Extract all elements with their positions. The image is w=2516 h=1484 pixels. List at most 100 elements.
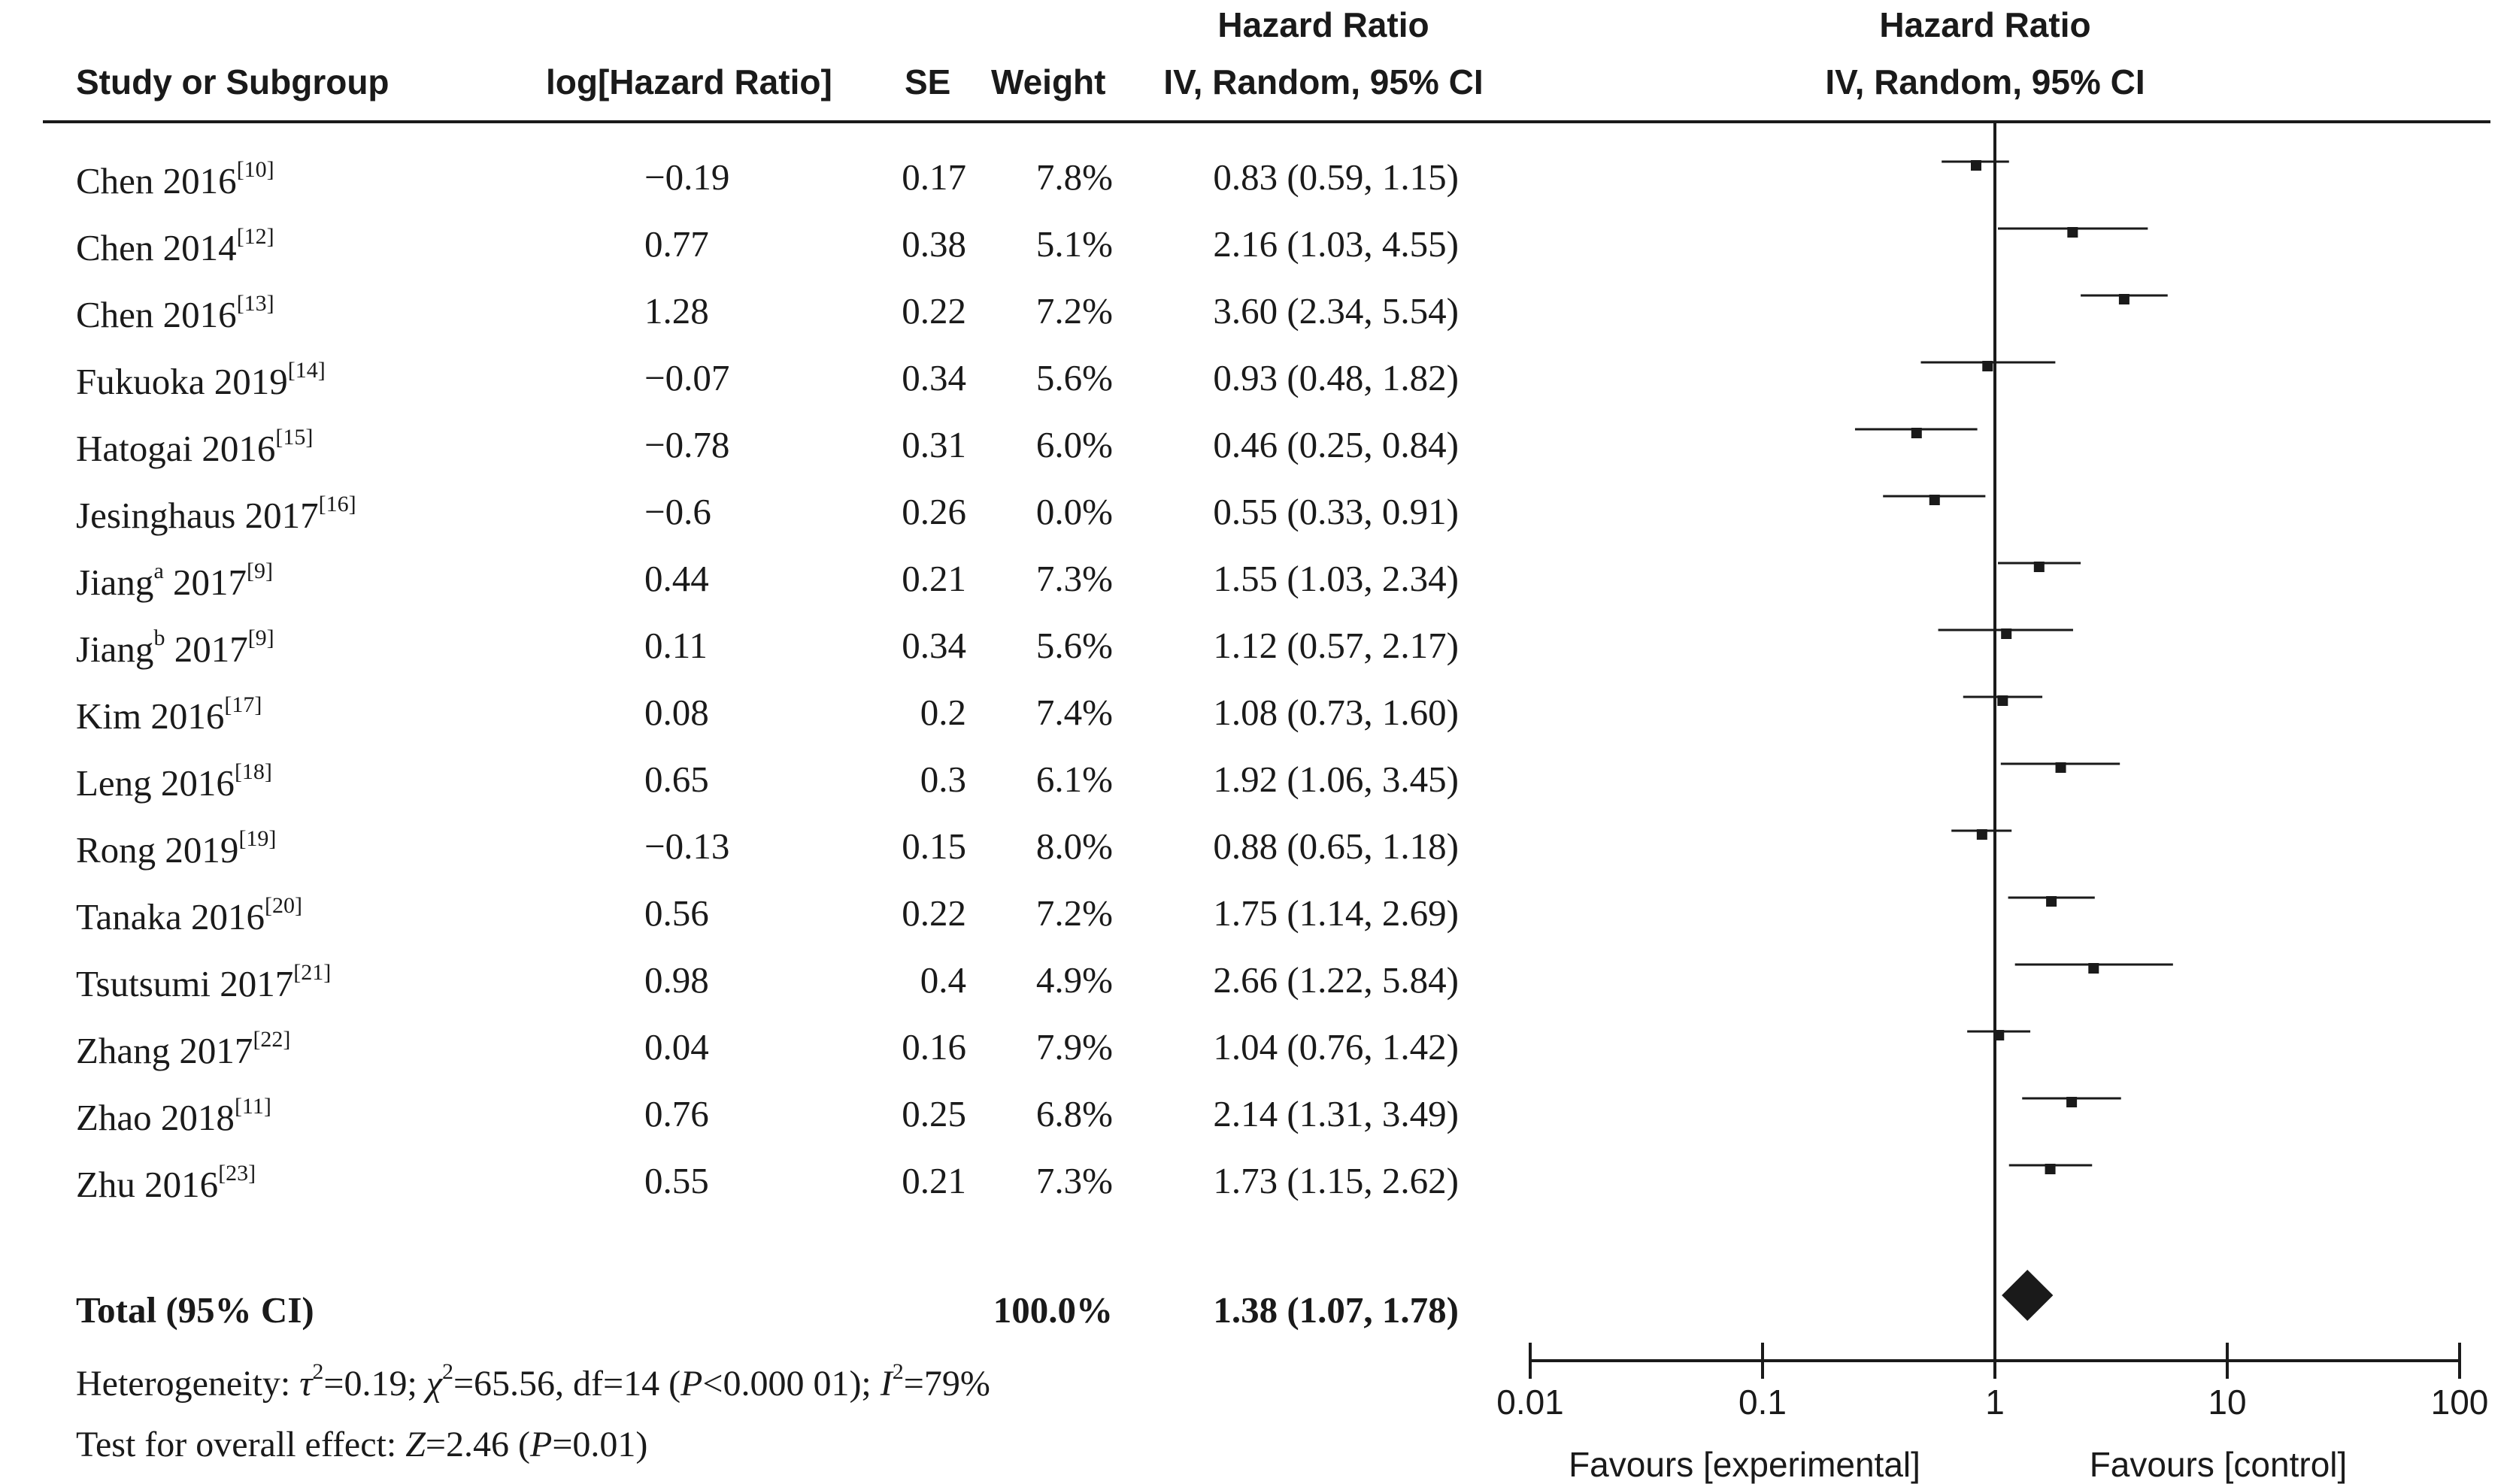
study-loghr: 0.65 <box>644 759 709 800</box>
study-loghr: 0.44 <box>644 558 709 599</box>
point-marker <box>2067 227 2078 238</box>
study-se: 0.22 <box>902 892 966 934</box>
study-name: Fukuoka 2019[14] <box>76 358 326 402</box>
study-weight: 7.4% <box>1035 692 1113 733</box>
study-loghr: 1.28 <box>644 290 709 332</box>
study-ci: 1.92 (1.06, 3.45) <box>1213 759 1459 800</box>
study-name: Jesinghaus 2017[16] <box>76 492 356 536</box>
header-study: Study or Subgroup <box>76 62 390 101</box>
study-weight: 7.3% <box>1035 558 1113 599</box>
point-marker <box>2046 896 2057 907</box>
study-se: 0.34 <box>902 357 966 398</box>
axis-tick-label: 10 <box>2208 1383 2247 1422</box>
study-ci: 1.12 (0.57, 2.17) <box>1213 625 1459 666</box>
study-name: Rong 2019[19] <box>76 826 277 871</box>
header-loghr: log[Hazard Ratio] <box>546 62 832 101</box>
study-loghr: −0.19 <box>644 156 730 198</box>
axis-tick-label: 0.1 <box>1738 1383 1787 1422</box>
favours-experimental-label: Favours [experimental] <box>1569 1445 1920 1484</box>
point-marker <box>1993 1030 2005 1040</box>
study-loghr: 0.77 <box>644 223 709 265</box>
study-weight: 0.0% <box>1035 491 1113 532</box>
study-ci: 1.55 (1.03, 2.34) <box>1213 558 1459 599</box>
study-ci: 0.93 (0.48, 1.82) <box>1213 357 1459 398</box>
study-se: 0.16 <box>902 1026 966 1068</box>
study-se: 0.17 <box>902 156 966 198</box>
study-name: Zhao 2018[11] <box>76 1094 271 1138</box>
study-name: Chen 2016[13] <box>76 291 274 335</box>
header-rule <box>43 120 2490 123</box>
point-marker <box>2118 294 2130 304</box>
plot-title: Hazard Ratio <box>1879 5 2091 44</box>
study-weight: 8.0% <box>1035 825 1113 867</box>
heterogeneity-text: Heterogeneity: τ2=0.19; χ2=65.56, df=14 … <box>76 1359 990 1404</box>
point-marker <box>1982 361 1993 371</box>
study-se: 0.38 <box>902 223 966 265</box>
study-weight: 6.0% <box>1035 424 1113 465</box>
point-marker <box>2033 562 2045 572</box>
study-loghr: −0.78 <box>644 424 730 465</box>
study-loghr: −0.07 <box>644 357 730 398</box>
total-weight: 100.0% <box>993 1289 1113 1331</box>
study-se: 0.22 <box>902 290 966 332</box>
study-loghr: 0.55 <box>644 1160 709 1201</box>
header-weight: Weight <box>991 62 1106 101</box>
study-se: 0.26 <box>902 491 966 532</box>
plot-method: IV, Random, 95% CI <box>1825 62 2145 101</box>
study-name: Chen 2014[12] <box>76 224 274 268</box>
pooled-diamond <box>2002 1270 2054 1321</box>
axis-tick-label: 0.01 <box>1496 1383 1564 1422</box>
study-ci: 0.88 (0.65, 1.18) <box>1213 825 1459 867</box>
study-name: Kim 2016[17] <box>76 692 262 737</box>
study-weight: 7.2% <box>1035 892 1113 934</box>
study-ci: 0.83 (0.59, 1.15) <box>1213 156 1459 198</box>
study-weight: 7.3% <box>1035 1160 1113 1201</box>
study-name: Jiangb 2017[9] <box>76 625 274 670</box>
study-ci: 0.46 (0.25, 0.84) <box>1213 424 1459 465</box>
favours-control-label: Favours [control] <box>2089 1445 2348 1484</box>
study-weight: 5.1% <box>1035 223 1113 265</box>
study-weight: 7.8% <box>1035 156 1113 198</box>
study-se: 0.3 <box>920 759 966 800</box>
point-marker <box>2045 1164 2056 1174</box>
study-loghr: 0.08 <box>644 692 709 733</box>
header-hr-title: Hazard Ratio <box>1217 5 1429 44</box>
study-name: Jianga 2017[9] <box>76 559 273 603</box>
study-name: Leng 2016[18] <box>76 759 272 804</box>
axis-tick-label: 1 <box>1985 1383 2005 1422</box>
study-loghr: 0.98 <box>644 959 709 1001</box>
study-name: Zhang 2017[22] <box>76 1027 291 1071</box>
point-marker <box>1911 428 1922 438</box>
study-ci: 3.60 (2.34, 5.54) <box>1213 290 1459 332</box>
point-marker <box>1997 695 2008 706</box>
study-se: 0.31 <box>902 424 966 465</box>
study-loghr: −0.6 <box>644 491 711 532</box>
study-se: 0.21 <box>902 1160 966 1201</box>
study-se: 0.2 <box>920 692 966 733</box>
study-weight: 7.9% <box>1035 1026 1113 1068</box>
study-se: 0.4 <box>920 959 966 1001</box>
study-se: 0.15 <box>902 825 966 867</box>
study-ci: 2.14 (1.31, 3.49) <box>1213 1093 1459 1134</box>
total-label: Total (95% CI) <box>76 1289 314 1331</box>
total-ci: 1.38 (1.07, 1.78) <box>1213 1289 1459 1331</box>
overall-effect-text: Test for overall effect: Z=2.46 (P=0.01) <box>76 1425 648 1464</box>
study-ci: 2.66 (1.22, 5.84) <box>1213 959 1459 1001</box>
study-se: 0.34 <box>902 625 966 666</box>
study-name: Tanaka 2016[20] <box>76 893 302 937</box>
point-marker <box>2088 963 2099 974</box>
study-loghr: −0.13 <box>644 825 730 867</box>
study-loghr: 0.11 <box>644 625 708 666</box>
study-ci: 1.73 (1.15, 2.62) <box>1213 1160 1459 1201</box>
study-name: Chen 2016[10] <box>76 157 274 201</box>
header-se: SE <box>905 62 951 101</box>
point-marker <box>2055 762 2066 773</box>
study-ci: 1.08 (0.73, 1.60) <box>1213 692 1459 733</box>
study-weight: 4.9% <box>1035 959 1113 1001</box>
point-marker <box>1976 829 1987 840</box>
study-weight: 5.6% <box>1035 357 1113 398</box>
point-marker <box>1929 495 1940 505</box>
study-se: 0.25 <box>902 1093 966 1134</box>
point-marker <box>2066 1097 2078 1107</box>
